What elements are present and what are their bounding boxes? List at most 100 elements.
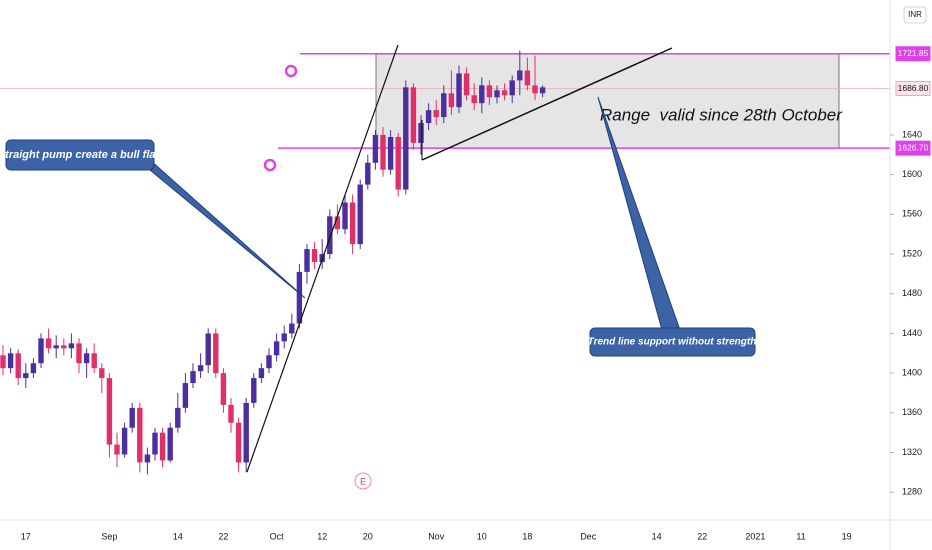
candle-body xyxy=(76,343,82,364)
candle-body xyxy=(494,90,500,98)
x-tick-label: 18 xyxy=(522,531,532,541)
x-tick-label: 22 xyxy=(218,531,228,541)
candle-body xyxy=(0,355,6,369)
y-tick-label: 1360 xyxy=(902,407,922,417)
candle-body xyxy=(524,70,531,86)
candle-body xyxy=(144,454,151,463)
candle-body xyxy=(471,95,477,104)
x-tick-label: 14 xyxy=(173,531,183,541)
candle-body xyxy=(197,365,204,372)
callout-box xyxy=(5,139,155,171)
level-label: 1626.70 xyxy=(898,142,929,152)
alert-icon xyxy=(284,64,298,78)
candle-body xyxy=(213,333,219,374)
candle-body xyxy=(220,373,227,405)
candle-body xyxy=(235,422,242,463)
candle-body xyxy=(83,353,90,364)
currency-box xyxy=(903,6,927,24)
candle-body xyxy=(349,202,356,245)
candle-body xyxy=(327,216,333,255)
candle-body xyxy=(509,80,515,96)
candle-body xyxy=(486,85,493,98)
candle-body xyxy=(91,353,97,369)
trend-line xyxy=(421,47,673,161)
candle-body xyxy=(175,407,181,428)
candle-body xyxy=(448,93,455,108)
x-tick-label: 2021 xyxy=(745,531,765,541)
candle-body xyxy=(38,338,44,364)
candle-body xyxy=(137,407,143,463)
candle-body xyxy=(387,136,394,170)
candle-body xyxy=(228,404,234,423)
candle-body xyxy=(456,73,462,108)
candle-body xyxy=(30,363,37,374)
candle-body xyxy=(365,162,371,185)
candle-body xyxy=(342,202,348,230)
x-tick-label: Sep xyxy=(101,531,117,541)
candle-body xyxy=(273,341,280,356)
candle-body xyxy=(532,85,538,94)
candle-body xyxy=(159,432,166,461)
candle-body xyxy=(380,134,386,170)
y-tick-label: 1640 xyxy=(902,129,922,139)
candle-body xyxy=(7,353,14,369)
x-tick-label: 11 xyxy=(796,531,805,541)
callout-box xyxy=(589,327,756,357)
level-label-box xyxy=(895,81,931,97)
x-tick-label: 20 xyxy=(363,531,373,541)
candle-body xyxy=(479,85,485,104)
candle-body xyxy=(501,90,508,96)
candle-body xyxy=(463,73,470,96)
x-tick-label: Nov xyxy=(428,531,445,541)
candle-body xyxy=(243,402,249,463)
candle-body xyxy=(53,345,59,349)
candle-body xyxy=(418,123,424,143)
candle-body xyxy=(106,378,113,445)
candle-body xyxy=(266,355,272,369)
y-tick-label: 1280 xyxy=(902,487,922,497)
candle-body xyxy=(129,407,135,428)
candle-body xyxy=(61,345,67,349)
candle-body xyxy=(289,323,295,334)
y-tick-label: 1520 xyxy=(902,248,922,258)
candles xyxy=(0,50,546,475)
y-tick-label: 1320 xyxy=(902,447,922,457)
level-label-box xyxy=(895,46,931,62)
candle-body xyxy=(182,383,189,408)
x-tick-label: 14 xyxy=(652,531,662,541)
candle-body xyxy=(296,271,303,324)
candle-body xyxy=(441,93,447,118)
y-tick-label: 1400 xyxy=(902,368,922,378)
candle-body xyxy=(23,373,29,379)
candle-body xyxy=(121,427,128,455)
x-tick-label: Oct xyxy=(270,531,285,541)
candle-body xyxy=(167,427,173,461)
x-tick-label: Dec xyxy=(580,531,597,541)
y-tick-label: 1600 xyxy=(902,169,922,179)
candle-body xyxy=(190,371,196,384)
candle-body xyxy=(152,432,158,455)
x-tick-label: 17 xyxy=(21,531,31,541)
candle-body xyxy=(45,338,52,349)
y-tick-label: 1560 xyxy=(902,209,922,219)
candle-body xyxy=(517,70,523,81)
currency: INR xyxy=(908,10,922,19)
event-marker xyxy=(354,472,372,490)
candle-body xyxy=(334,216,341,230)
axis: 1280 1320 1360 1400 1440 1480 1520 1560 1600 1640… xyxy=(21,46,931,541)
candle-body xyxy=(251,378,257,403)
candle-body xyxy=(15,353,21,379)
x-tick-label: 10 xyxy=(477,531,487,541)
candle-body xyxy=(539,87,546,94)
x-tick-label: 19 xyxy=(842,531,852,541)
candle-body xyxy=(425,110,432,124)
level-label: 1686.80 xyxy=(898,83,929,93)
y-tick-label: 1440 xyxy=(902,328,922,338)
event-label: E xyxy=(360,476,366,486)
candle-body xyxy=(395,136,401,190)
candle-body xyxy=(403,87,409,190)
alert-icon xyxy=(263,158,277,172)
callout-text: Straight pump create a bull flag xyxy=(0,149,162,161)
candle-body xyxy=(205,333,211,366)
